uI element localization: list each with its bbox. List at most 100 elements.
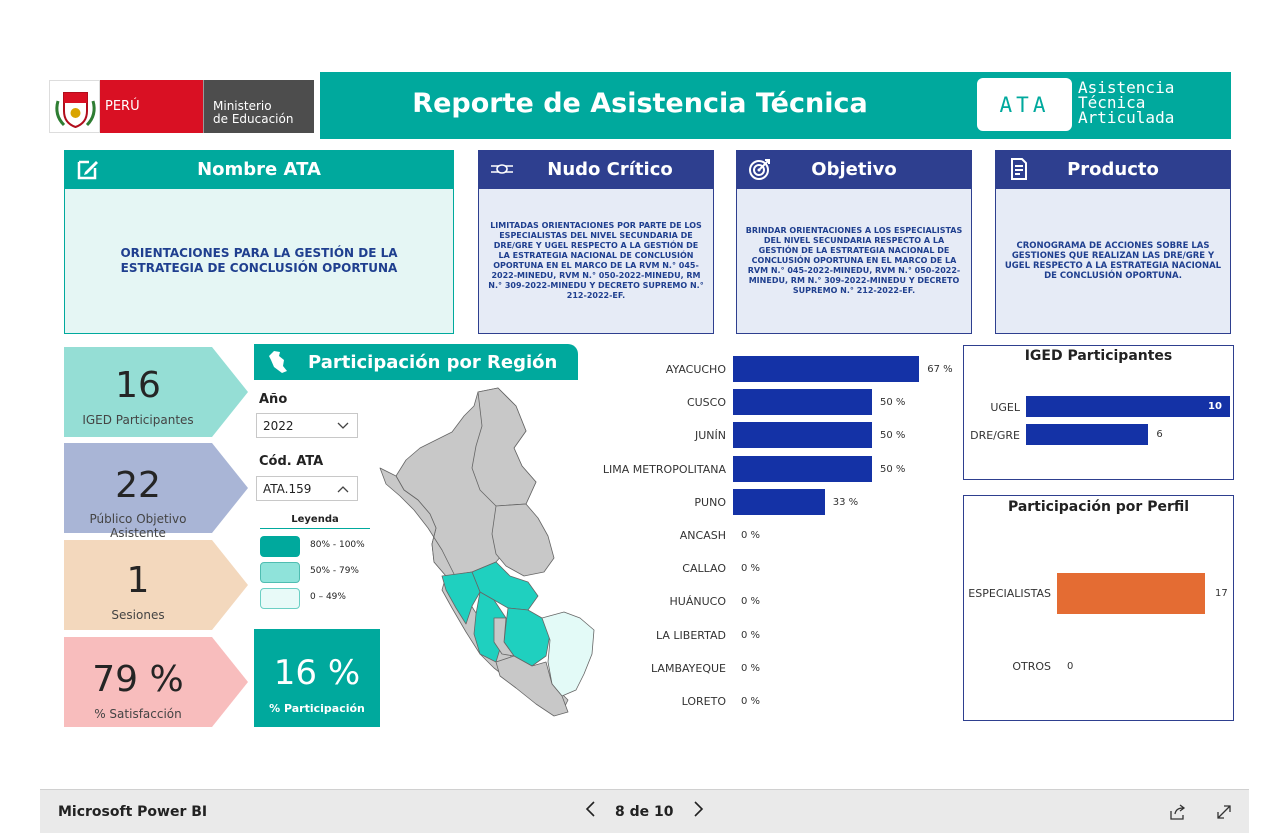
legend-item: 80% - 100% — [260, 534, 370, 560]
kpi-arrow-shape — [64, 347, 248, 437]
code-filter-label: Cód. ATA — [259, 454, 324, 469]
card-nudo-header: Nudo Crítico — [478, 150, 714, 188]
kpi-satisfaccion: 79 % % Satisfacción — [64, 637, 248, 727]
region-title: Participación por Región — [308, 351, 558, 373]
card-producto-header: Producto — [995, 150, 1231, 188]
code-select[interactable]: ATA.159 — [256, 476, 358, 501]
kpi-4-shape — [64, 637, 248, 727]
iged-bar — [1026, 424, 1149, 445]
ata-subtitle: Asistencia Técnica Articulada — [1078, 78, 1175, 126]
iged-bar-value: 6 — [1156, 429, 1163, 440]
legend-swatch-high — [260, 536, 300, 557]
perfil-bar-value: 0 — [1067, 661, 1074, 672]
kpi-arrow-shape — [64, 637, 248, 727]
page-indicator: 8 de 10 — [615, 803, 674, 820]
perfil-chart-panel: Participación por Perfil ESPECIALISTAS 17… — [963, 495, 1234, 721]
peru-region-map[interactable] — [376, 386, 606, 726]
kpi-3-shape — [64, 540, 248, 630]
kpi-publico-objetivo: 22 Público Objetivo Asistente — [64, 443, 248, 540]
map-region-ucayali[interactable] — [491, 503, 555, 577]
ata-sub-line2: Técnica — [1078, 93, 1146, 112]
powerbi-brand[interactable]: Microsoft Power BI — [58, 804, 208, 820]
edit-icon — [77, 160, 98, 180]
kpi-label: % Satisfacción — [94, 707, 182, 721]
kpi-arrow-shape — [64, 443, 248, 533]
region-bar-value: 0 % — [741, 563, 761, 575]
logo-ministry-line2: de Educación — [213, 112, 294, 126]
region-bar-value: 0 % — [741, 596, 761, 608]
coat-of-arms-icon — [49, 80, 100, 133]
kpi-label: Sesiones — [111, 608, 165, 622]
card-producto: Producto CRONOGRAMA DE ACCIONES SOBRE LA… — [995, 150, 1231, 334]
card-nudo-critico: Nudo Crítico LIMITADAS ORIENTACIONES POR… — [478, 150, 714, 334]
kpi-value: 79 % — [92, 659, 184, 700]
header-banner — [320, 72, 1231, 139]
region-bar-value: 67 % — [927, 364, 953, 375]
logo-ministry-line1: Ministerio — [213, 99, 272, 113]
region-bar-label: CALLAO — [682, 562, 726, 576]
chevron-right-icon[interactable] — [692, 801, 704, 822]
card-objetivo-header: Objetivo — [736, 150, 972, 188]
legend-swatch-low — [260, 588, 300, 609]
region-bar-label: PUNO — [694, 495, 726, 509]
region-bar-value: 33 % — [832, 496, 859, 508]
legend-swatch-mid — [260, 562, 300, 583]
peru-map-icon — [269, 351, 287, 373]
legend-label: 80% - 100% — [310, 540, 365, 550]
card-nombre-title: Nombre ATA — [197, 158, 321, 180]
chevron-down-icon — [337, 422, 349, 429]
page-navigator: 8 de 10 — [585, 801, 704, 822]
perfil-bar — [1057, 573, 1205, 614]
map-region-lima[interactable] — [441, 571, 481, 625]
map-legend: Leyenda 80% - 100% 50% - 79% 0 – 49% — [260, 514, 370, 612]
iged-chart-title: IGED Participantes — [1024, 348, 1173, 364]
participation-box: 16 % % Participación — [254, 629, 380, 727]
region-bar-value: 50 % — [880, 430, 906, 442]
target-icon — [749, 159, 770, 180]
region-bar-label: CUSCO — [686, 396, 726, 410]
region-bar-label: LIMA METROPOLITANA — [602, 462, 726, 476]
iged-chart-panel: IGED Participantes UGEL 10 DRE/GRE 6 — [963, 345, 1234, 480]
legend-item: 0 – 49% — [260, 586, 370, 612]
map-region-puno[interactable] — [541, 611, 595, 697]
region-bar-label: LORETO — [681, 695, 726, 708]
map-region-loreto[interactable] — [471, 387, 537, 507]
region-bar-label: HUÁNUCO — [669, 595, 726, 609]
chevron-left-icon[interactable] — [585, 801, 597, 822]
card-objetivo-title: Objetivo — [811, 158, 897, 180]
share-icon[interactable] — [1169, 803, 1187, 821]
kpi-sesiones: 1 Sesiones — [64, 540, 248, 630]
ata-sub-line1: Asistencia — [1078, 78, 1175, 97]
perfil-chart-title: Participación por Perfil — [1007, 499, 1190, 515]
kpi-2-shape — [64, 443, 248, 533]
powerbi-footer: Microsoft Power BI 8 de 10 — [40, 789, 1249, 833]
region-bar-label: JUNÍN — [695, 429, 726, 443]
region-bar-label: ANCASH — [679, 529, 726, 542]
region-bar-value: 0 % — [741, 530, 761, 541]
iged-bar-value: 10 — [1208, 401, 1222, 412]
region-bar — [733, 422, 872, 449]
kpi-1-shape — [64, 347, 248, 437]
ata-badge: ATA — [977, 78, 1072, 131]
kpi-iged-participantes: 16 IGED Participantes — [64, 347, 248, 437]
legend-title: Leyenda — [260, 514, 370, 529]
card-objetivo-text: BRINDAR ORIENTACIONES A LOS ESPECIALISTA… — [736, 188, 972, 334]
iged-bar-label: UGEL — [990, 401, 1020, 414]
logo-peru-text: PERÚ — [100, 80, 203, 133]
region-bar-chart: AYACUCHO 67 % CUSCO 50 % JUNÍN 50 % LIMA METRO… — [566, 350, 966, 720]
region-bar — [733, 455, 872, 482]
region-bar-label: AYACUCHO — [665, 363, 726, 376]
minedu-logo: PERÚ Ministerio de Educación — [49, 80, 314, 133]
card-producto-text: CRONOGRAMA DE ACCIONES SOBRE LAS GESTION… — [995, 188, 1231, 334]
kpi-arrow-shape — [64, 540, 248, 630]
kpi-label: IGED Participantes — [82, 413, 194, 427]
page-title: Reporte de Asistencia Técnica — [412, 88, 868, 119]
region-bar-value: 0 % — [741, 662, 761, 674]
year-select[interactable]: 2022 — [256, 413, 358, 438]
card-nudo-text: LIMITADAS ORIENTACIONES POR PARTE DE LOS… — [478, 188, 714, 334]
map-region-south[interactable] — [495, 655, 569, 717]
participation-label: % Participación — [269, 702, 365, 715]
year-select-value: 2022 — [263, 419, 294, 433]
expand-icon[interactable] — [1215, 803, 1233, 821]
card-producto-title: Producto — [1067, 158, 1159, 180]
